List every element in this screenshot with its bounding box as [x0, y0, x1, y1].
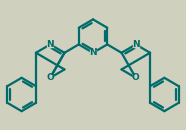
FancyBboxPatch shape — [90, 50, 96, 55]
Text: O: O — [132, 73, 140, 82]
Text: O: O — [46, 73, 54, 82]
Text: N: N — [89, 48, 97, 57]
Text: N: N — [132, 40, 140, 49]
FancyBboxPatch shape — [47, 75, 53, 80]
Text: N: N — [46, 40, 54, 49]
FancyBboxPatch shape — [133, 75, 139, 80]
FancyBboxPatch shape — [47, 42, 53, 47]
FancyBboxPatch shape — [133, 42, 139, 47]
